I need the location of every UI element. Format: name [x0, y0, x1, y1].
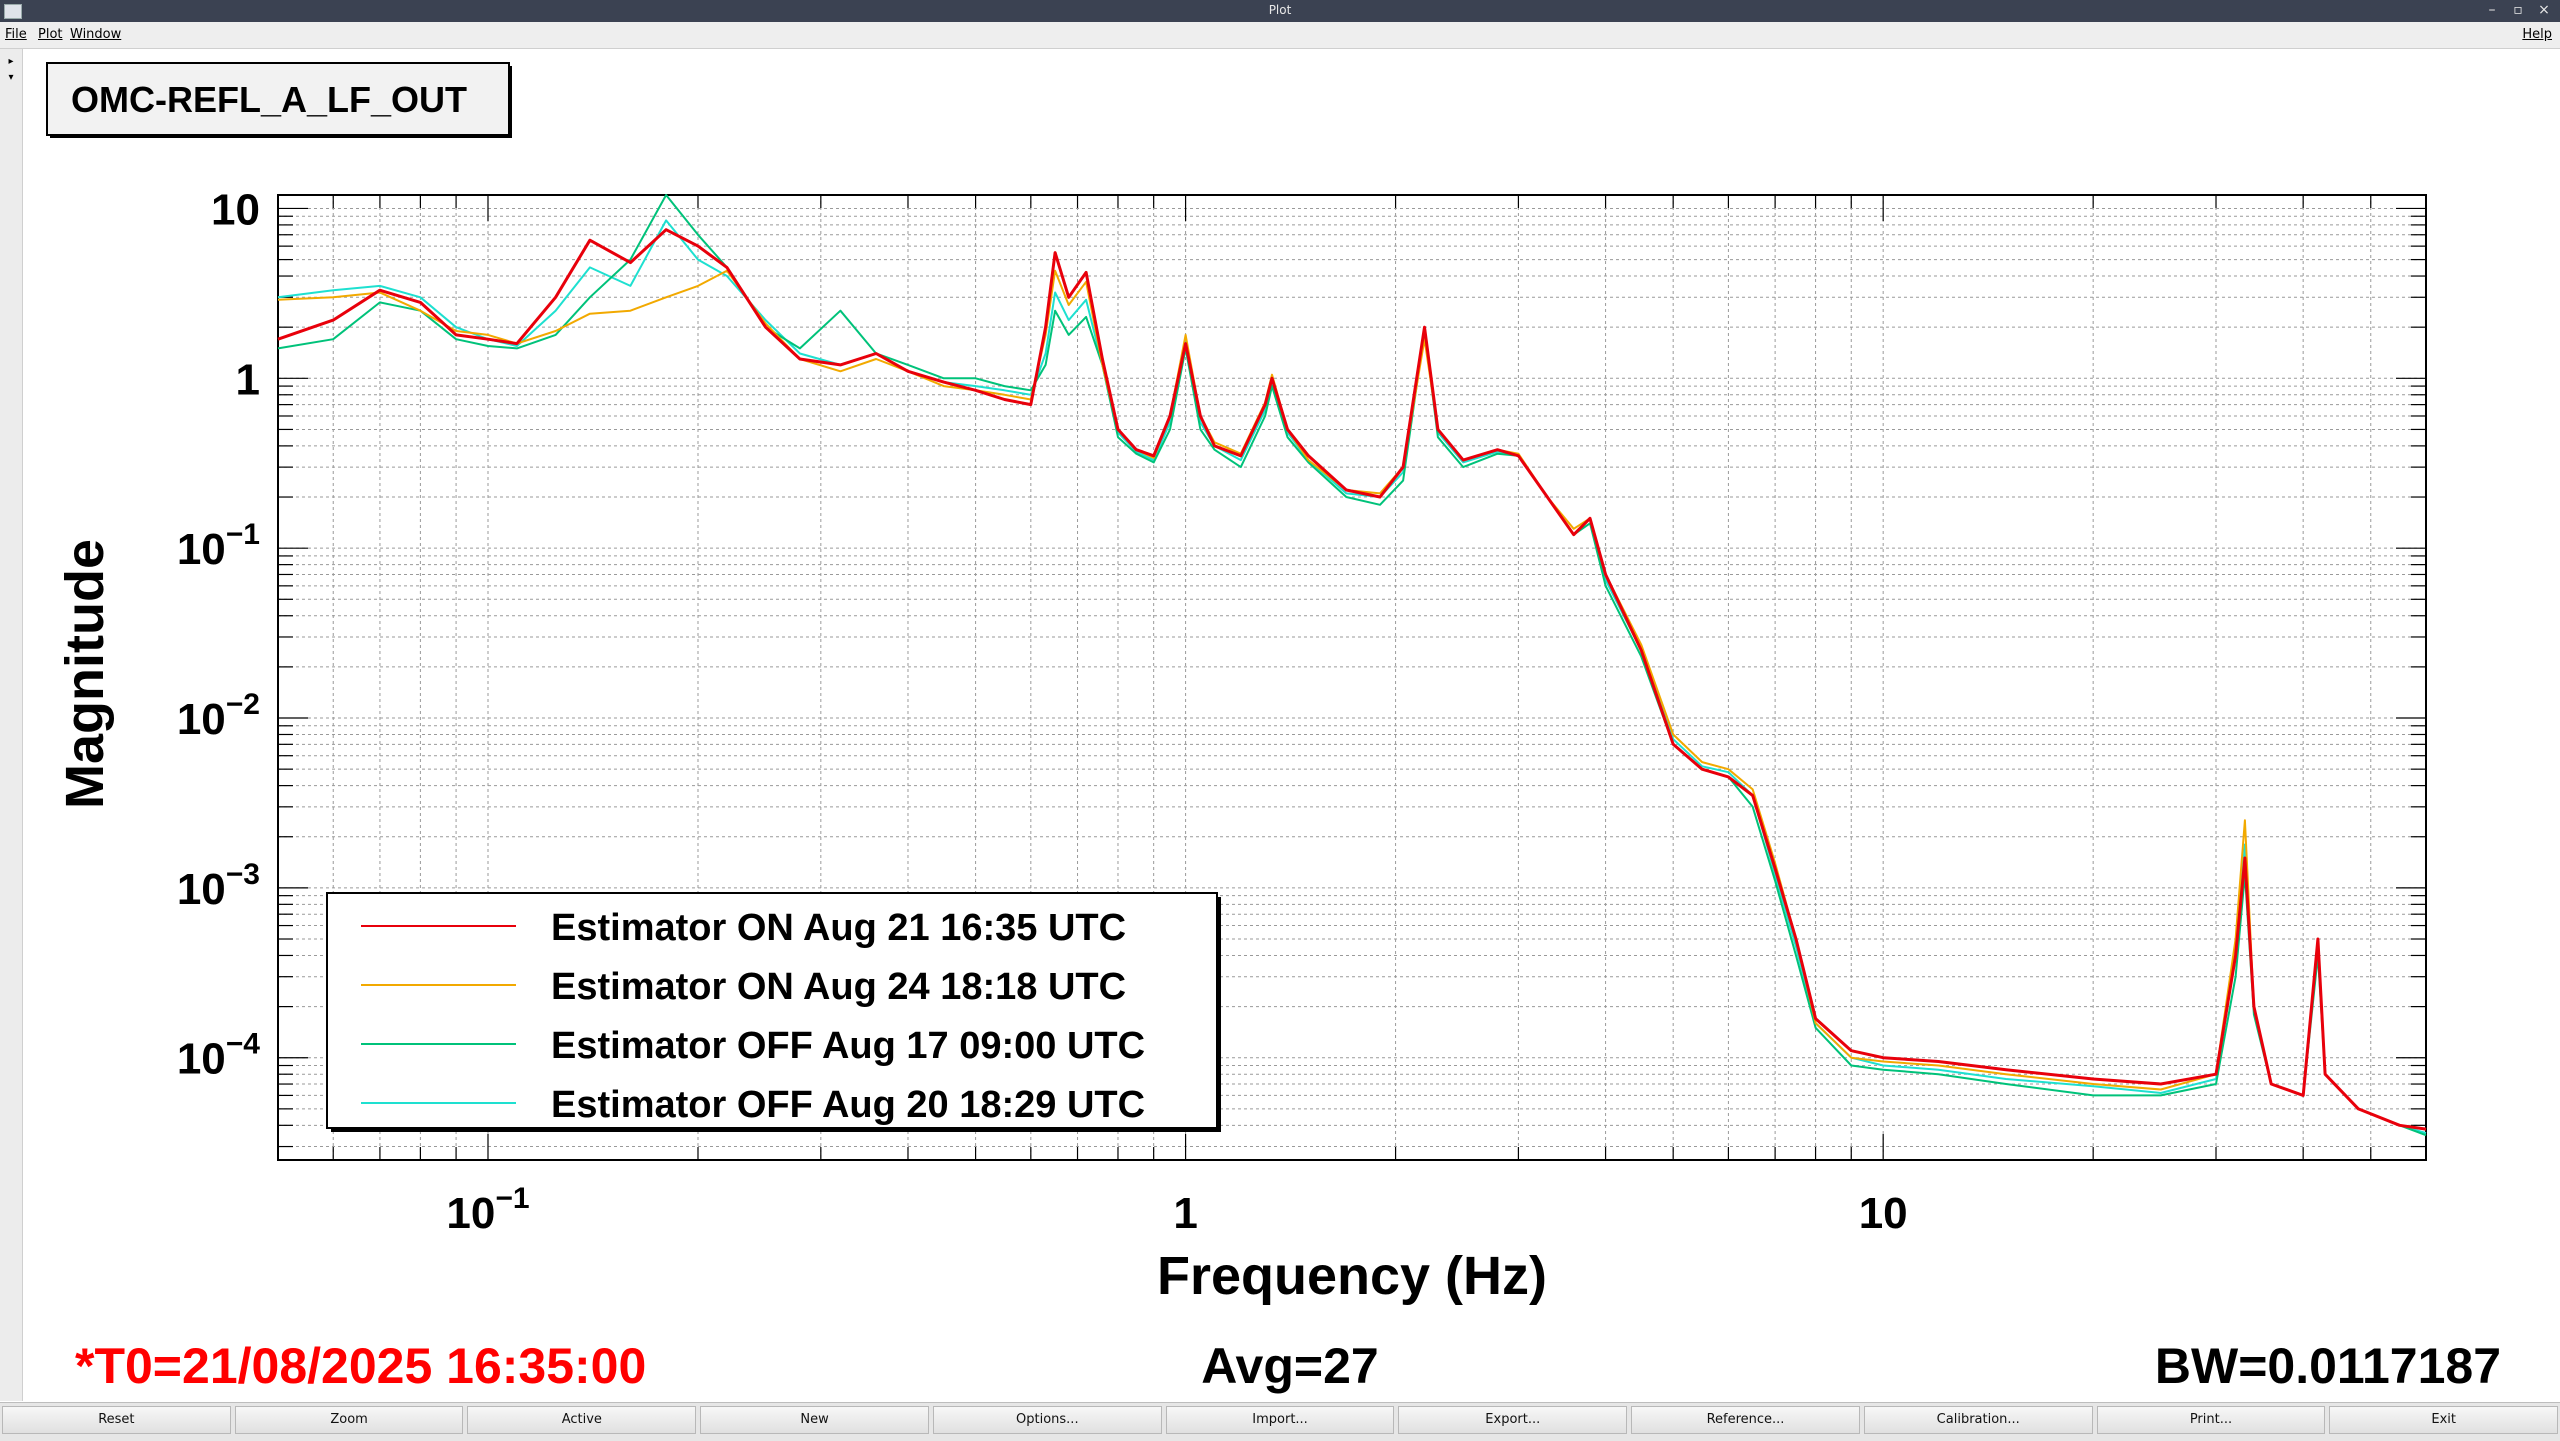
toolbar-button-print[interactable]: Print... — [2096, 1406, 2326, 1434]
menu-help[interactable]: Help — [2522, 27, 2552, 42]
x-tick-label: 10 — [1859, 1189, 1908, 1238]
x-tick-label-base: 1 — [1173, 1189, 1197, 1238]
expand-down-icon[interactable]: ▾ — [8, 72, 14, 83]
legend-label: Estimator ON Aug 24 18:18 UTC — [551, 966, 1126, 1008]
avg-label: Avg=27 — [1201, 1338, 1378, 1394]
bw-label: BW=0.0117187 — [2155, 1338, 2501, 1394]
menu-window[interactable]: Window — [70, 27, 122, 42]
y-tick-label-base: 10 — [177, 1035, 226, 1084]
y-tick-label: 10−2 — [177, 688, 260, 744]
y-tick-label: 10−4 — [177, 1028, 260, 1084]
y-tick-label: 10−3 — [177, 858, 260, 914]
side-toggle-strip: ▸ ▾ — [0, 49, 23, 1401]
title-box — [46, 62, 510, 136]
legend-label: Estimator ON Aug 21 16:35 UTC — [551, 907, 1126, 949]
y-tick-label-base: 10 — [177, 695, 226, 744]
y-tick-label: 10 — [211, 185, 260, 234]
y-tick-label-base: 1 — [236, 355, 260, 404]
toolbar-button-calibration[interactable]: Calibration... — [1863, 1406, 2093, 1434]
x-axis-label: Frequency (Hz) — [1157, 1246, 1547, 1306]
x-tick-label-base: 10 — [1859, 1189, 1908, 1238]
y-tick-label-exponent: −2 — [226, 688, 260, 721]
window-title: Plot — [1268, 3, 1292, 17]
axis-ticks — [277, 195, 2427, 1160]
y-tick-label-exponent: −3 — [226, 858, 260, 891]
y-axis-label: Magnitude — [55, 539, 115, 809]
plot-title: OMC-REFL_A_LF_OUT — [71, 79, 467, 120]
y-tick-label-base: 10 — [177, 525, 226, 574]
app-icon — [4, 4, 22, 19]
x-tick-label: 10−1 — [446, 1182, 529, 1238]
plot-frame — [277, 194, 2427, 1161]
plot-canvas[interactable]: OMC-REFL_A_LF_OUT 10 1 10−1 10−2 10−3 10−4 10… — [23, 49, 2560, 1401]
toolbar-button-options[interactable]: Options... — [932, 1406, 1162, 1434]
toolbar-button-exit[interactable]: Exit — [2329, 1406, 2559, 1434]
t0-label: *T0=21/08/2025 16:35:00 — [75, 1338, 646, 1394]
toolbar-button-reference[interactable]: Reference... — [1631, 1406, 1860, 1434]
y-tick-label: 10−1 — [177, 518, 260, 574]
minimize-icon[interactable]: – — [2488, 2, 2496, 18]
window-titlebar: Plot – ▫ × — [0, 0, 2560, 22]
expand-right-icon[interactable]: ▸ — [8, 56, 14, 67]
maximize-icon[interactable]: ▫ — [2513, 2, 2523, 18]
grid — [277, 195, 2427, 1160]
toolbar-button-active[interactable]: Active — [467, 1406, 697, 1434]
legend-label: Estimator OFF Aug 20 18:29 UTC — [551, 1084, 1145, 1126]
y-tick-label: 1 — [236, 355, 260, 404]
menu-bar: File Plot Window Help — [0, 22, 2560, 49]
toolbar-button-reset[interactable]: Reset — [2, 1406, 231, 1434]
toolbar-button-new[interactable]: New — [700, 1406, 929, 1434]
bottom-toolbar: Reset Zoom Active New Options... Import... Exp… — [0, 1402, 2560, 1441]
x-tick-label-exponent: −1 — [495, 1182, 529, 1215]
legend: Estimator ON Aug 21 16:35 UTC Estimator O… — [361, 907, 1145, 1126]
x-tick-label-base: 10 — [446, 1189, 495, 1238]
menu-plot[interactable]: Plot — [38, 27, 63, 42]
x-tick-label: 1 — [1173, 1189, 1197, 1238]
legend-box — [326, 892, 1218, 1129]
series-group — [277, 194, 2427, 1137]
close-icon[interactable]: × — [2538, 2, 2550, 18]
y-tick-label-exponent: −4 — [226, 1028, 261, 1061]
toolbar-button-export[interactable]: Export... — [1398, 1406, 1628, 1434]
series-line — [277, 228, 2427, 1131]
toolbar-button-import[interactable]: Import... — [1165, 1406, 1395, 1434]
y-tick-label-base: 10 — [211, 185, 260, 234]
menu-file[interactable]: File — [5, 27, 27, 42]
x-tick-labels: 10−1 1 10 — [446, 1182, 1907, 1238]
y-tick-label-base: 10 — [177, 865, 226, 914]
legend-label: Estimator OFF Aug 17 09:00 UTC — [551, 1025, 1145, 1067]
toolbar-button-zoom[interactable]: Zoom — [234, 1406, 464, 1434]
y-tick-label-exponent: −1 — [226, 518, 260, 551]
